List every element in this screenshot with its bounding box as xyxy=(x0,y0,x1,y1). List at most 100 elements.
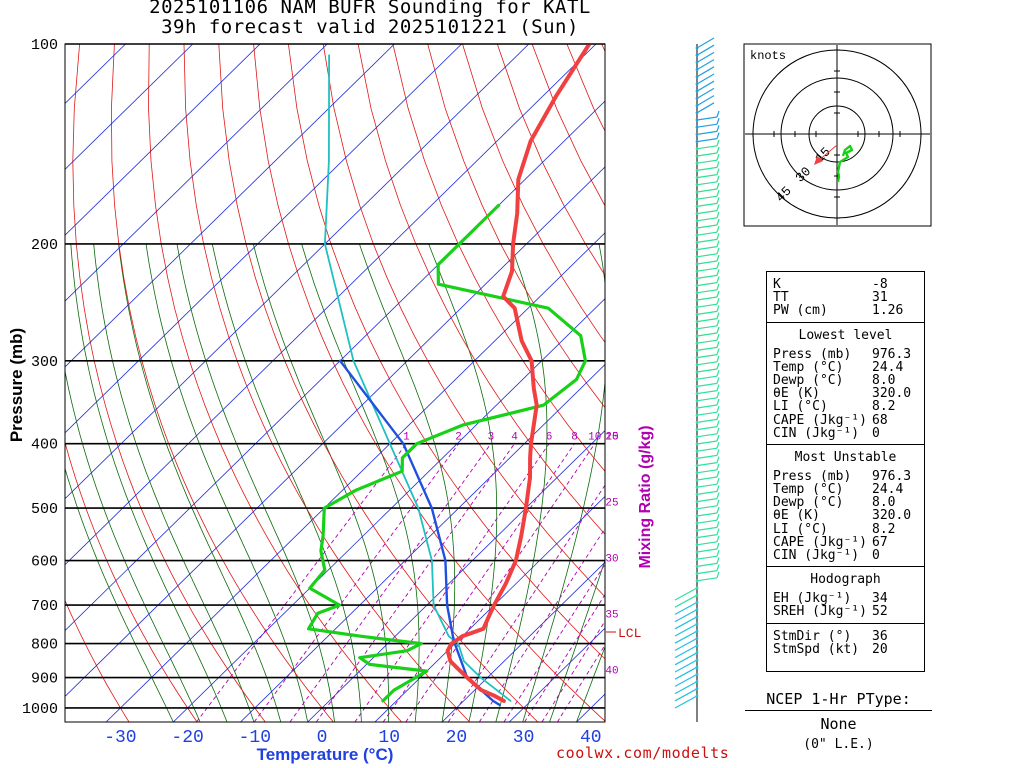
temperature-tick-label: 10 xyxy=(378,728,400,748)
wind-barb-flag xyxy=(716,211,720,218)
hodograph-stat-row: EH (Jkg⁻¹) 34 xyxy=(767,592,924,605)
wind-barb xyxy=(696,282,718,287)
wind-barb xyxy=(696,37,715,49)
index-value: 31 xyxy=(872,290,888,306)
wind-barb xyxy=(696,570,718,575)
wind-barb-flag xyxy=(716,269,720,276)
lowest-level-row: CAPE (Jkg⁻¹) 68 xyxy=(767,412,924,428)
wind-barb xyxy=(674,587,698,601)
lowest-level-label: Press (mb) xyxy=(773,346,852,362)
pressure-tick-label: 500 xyxy=(31,501,58,518)
wind-barb-flag xyxy=(716,132,720,139)
mixing-ratio-line xyxy=(382,443,575,722)
pressure-tick-label: 200 xyxy=(31,237,58,254)
storm-motion-value: 36 xyxy=(872,628,888,644)
chart-subtitle: 39h forecast valid 2025101221 (Sun) xyxy=(161,16,579,38)
wind-barb xyxy=(696,548,718,553)
lowest-level-label: CIN (Jkg⁻¹) xyxy=(773,425,860,441)
wind-barb xyxy=(696,289,718,294)
wind-barb xyxy=(674,681,698,695)
hodograph-stats-title: Hodograph xyxy=(810,572,881,588)
wind-barb-flag xyxy=(716,190,720,197)
wind-barb xyxy=(696,202,718,207)
wind-barb xyxy=(696,51,715,63)
sounding-traces xyxy=(307,44,592,707)
wind-barb-flag xyxy=(716,406,720,413)
isotherm-line xyxy=(65,44,462,434)
mixing-ratio-title: Mixing Ratio (g/kg) xyxy=(637,425,654,568)
storm-motion-label: StmSpd (kt) xyxy=(773,641,860,657)
dry-adiabat-line xyxy=(148,44,402,722)
lowest-level-label: θE (K) xyxy=(773,386,820,402)
wind-barb xyxy=(674,645,698,659)
moist-adiabat-line xyxy=(576,645,605,722)
wind-barb-flag xyxy=(716,528,720,535)
lowest-level-value: 976.3 xyxy=(872,346,912,362)
mixing-ratio-line xyxy=(289,443,492,722)
wind-barb xyxy=(696,59,715,71)
wind-barb xyxy=(696,138,718,143)
wind-barb xyxy=(696,433,718,438)
dry-adiabat-line xyxy=(950,44,1024,722)
mixing-ratio-label: 4 xyxy=(511,432,518,444)
wind-barb xyxy=(696,195,718,200)
most-unstable-value: 320.0 xyxy=(872,508,912,524)
lowest-level-label: Temp (°C) xyxy=(773,359,844,375)
most-unstable-row: CAPE (Jkg⁻¹) 67 xyxy=(767,536,924,549)
moist-adiabat-line xyxy=(176,243,335,722)
mixing-ratio-line xyxy=(196,443,407,722)
isotherm-line xyxy=(65,44,395,368)
wind-barb xyxy=(696,332,718,337)
mixing-ratio-label: 30 xyxy=(605,554,618,566)
wind-barb xyxy=(696,440,718,445)
storm-motion-arrowhead xyxy=(814,156,823,165)
wind-barb-flag xyxy=(716,499,720,506)
wind-barb-flag xyxy=(716,175,720,182)
wind-barb-flag xyxy=(716,492,720,499)
storm-motion-row: StmSpd (kt) 20 xyxy=(767,643,924,656)
wind-barb xyxy=(696,123,718,128)
wind-barb-flag xyxy=(716,434,720,442)
hodograph-stat-row: SREH (Jkg⁻¹) 52 xyxy=(767,605,924,618)
dry-adiabat-line xyxy=(218,44,539,722)
wind-barb xyxy=(696,116,718,121)
wind-barb xyxy=(696,375,718,380)
wind-barb xyxy=(674,673,698,687)
wind-barb xyxy=(696,447,718,452)
wind-barb-flag xyxy=(716,470,720,478)
lowest-level-title: Lowest level xyxy=(798,327,893,343)
wind-barb xyxy=(674,659,698,673)
lowest-level-row: CIN (Jkg⁻¹) 0 xyxy=(767,427,924,440)
wind-barb xyxy=(696,95,715,107)
most-unstable-value: 67 xyxy=(872,534,888,550)
lowest-level-value: 0 xyxy=(872,425,880,441)
pressure-tick-label: 400 xyxy=(31,437,58,454)
index-label: PW (cm) xyxy=(773,303,828,319)
wind-barb xyxy=(674,616,698,630)
moist-adiabat-line xyxy=(118,243,282,722)
mixing-ratio-label: 2 xyxy=(455,432,462,444)
moist-adiabat-line xyxy=(93,243,255,722)
mixing-ratio-line xyxy=(354,443,550,722)
temperature-tick-label: -10 xyxy=(239,728,271,748)
lowest-level-section: Lowest level Press (mb) 976.3 Temp (°C) 24.… xyxy=(767,323,924,445)
isotherm-line xyxy=(105,232,605,722)
wind-barb-flag xyxy=(716,305,720,312)
isotherm-line xyxy=(65,44,261,236)
wind-barb-flag xyxy=(716,535,720,542)
wind-barb-flag xyxy=(716,348,720,355)
lowest-level-label: CAPE (Jkg⁻¹) xyxy=(773,412,867,428)
hodograph-units: knots xyxy=(750,49,786,63)
most-unstable-label: Press (mb) xyxy=(773,468,852,484)
moist-adiabat-line xyxy=(522,243,605,722)
wind-barb xyxy=(696,159,718,164)
most-unstable-row: θE (K) 320.0 xyxy=(767,509,924,522)
most-unstable-value: 0 xyxy=(872,548,880,563)
mixing-ratio-label: 25 xyxy=(605,498,618,510)
wind-barb-flag xyxy=(716,506,720,514)
wind-barb-flag xyxy=(716,146,720,154)
wind-barb-flag xyxy=(716,247,720,254)
wind-barb-flag xyxy=(716,377,720,384)
wind-barb-flag xyxy=(716,118,720,125)
